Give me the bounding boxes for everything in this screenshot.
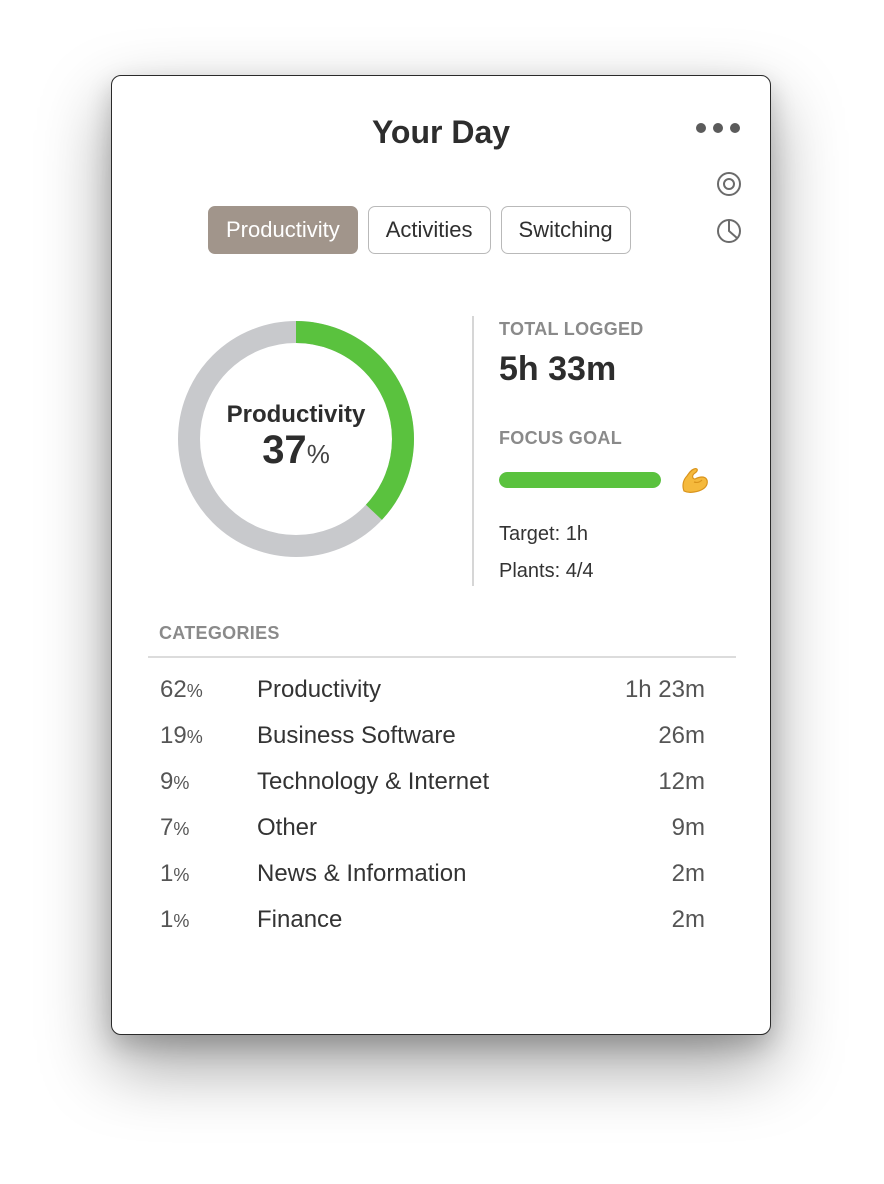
- pie-chart-icon[interactable]: [715, 217, 743, 245]
- donut-productive-segment: [178, 321, 414, 557]
- window-title: Your Day: [371, 114, 511, 150]
- donut-value: 37%: [178, 428, 414, 473]
- category-name: Technology & Internet: [257, 768, 490, 795]
- target-text: Target: 1h: [499, 523, 588, 545]
- more-options-button[interactable]: [696, 120, 740, 136]
- category-row-technology-internet[interactable]: 9% Technology & Internet 12m: [160, 760, 705, 806]
- category-percent: 9%: [160, 768, 190, 795]
- category-row-productivity[interactable]: 62% Productivity 1h 23m: [160, 668, 705, 714]
- category-percent: 7%: [160, 814, 190, 841]
- donut-percent-unit: %: [306, 439, 330, 469]
- focus-goal-progress-bar: [499, 472, 661, 488]
- total-logged-label: TOTAL LOGGED: [499, 319, 644, 339]
- category-time: 12m: [658, 768, 705, 795]
- tab-switching[interactable]: Switching: [500, 206, 631, 254]
- category-percent: 1%: [160, 906, 190, 933]
- category-percent: 19%: [160, 722, 203, 749]
- category-percent: 62%: [160, 676, 203, 703]
- plants-text: Plants: 4/4: [499, 560, 594, 582]
- your-day-window: Your Day Productivity Activities Switchi…: [111, 75, 771, 1035]
- category-row-news-information[interactable]: 1% News & Information 2m: [160, 852, 705, 898]
- category-name: News & Information: [257, 860, 467, 887]
- category-percent: 1%: [160, 860, 190, 887]
- tab-activities[interactable]: Activities: [367, 206, 491, 254]
- target-icon[interactable]: [715, 170, 743, 198]
- category-time: 26m: [658, 722, 705, 749]
- categories-list: 62% Productivity 1h 23m 19% Business Sof…: [160, 668, 705, 944]
- category-name: Business Software: [257, 722, 456, 749]
- more-dots-icon: [713, 123, 723, 133]
- donut-percent: 37: [262, 428, 307, 472]
- category-time: 2m: [671, 906, 705, 933]
- donut-label: Productivity: [226, 401, 366, 428]
- categories-heading: CATEGORIES: [159, 623, 280, 643]
- more-dots-icon: [730, 123, 740, 133]
- total-logged-value: 5h 33m: [499, 350, 617, 388]
- focus-goal-progress-fill: [499, 472, 661, 488]
- category-time: 2m: [671, 860, 705, 887]
- productivity-donut-chart: [178, 321, 414, 557]
- view-tabs: Productivity Activities Switching: [208, 206, 631, 254]
- categories-divider: [148, 656, 736, 658]
- category-name: Productivity: [257, 676, 382, 703]
- category-name: Other: [257, 814, 318, 841]
- category-time: 1h 23m: [624, 676, 705, 703]
- category-row-business-software[interactable]: 19% Business Software 26m: [160, 714, 705, 760]
- vertical-divider: [472, 316, 474, 586]
- category-time: 9m: [671, 814, 705, 841]
- focus-goal-label: FOCUS GOAL: [499, 428, 622, 448]
- category-row-finance[interactable]: 1% Finance 2m: [160, 898, 705, 944]
- flexed-biceps-icon: [679, 464, 711, 496]
- category-row-other[interactable]: 7% Other 9m: [160, 806, 705, 852]
- tab-productivity[interactable]: Productivity: [208, 206, 358, 254]
- more-dots-icon: [696, 123, 706, 133]
- category-name: Finance: [257, 906, 343, 933]
